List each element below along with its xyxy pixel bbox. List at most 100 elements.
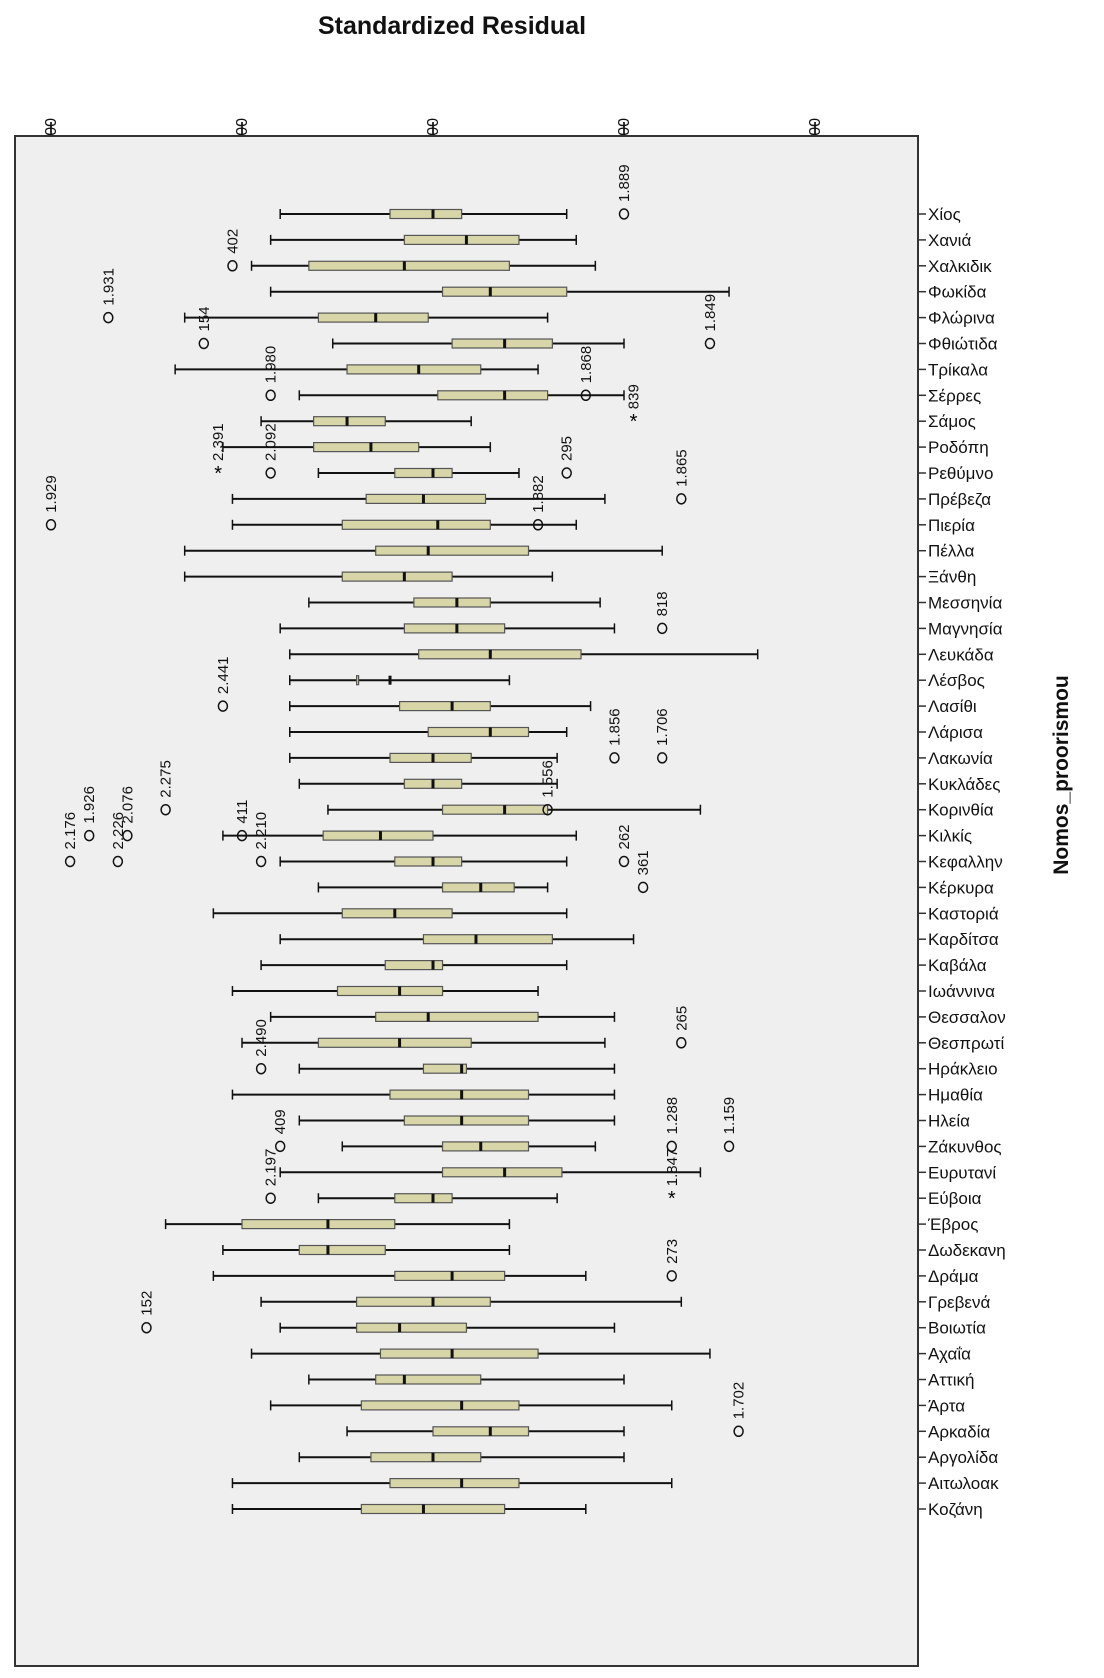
- box-31: [269, 1011, 616, 1023]
- category-label: Καστοριά: [928, 904, 999, 923]
- box-49: [231, 1477, 673, 1489]
- category-axis: Χίος Χανιά Χαλκιδικ Φωκίδα Φλώρινα Φθιώτιδα Τρ…: [918, 205, 1006, 1519]
- outlier-label: 1.702: [731, 1382, 748, 1420]
- category-label: Καβάλα: [928, 956, 987, 975]
- box-iqr: [441, 804, 549, 815]
- outlier-label: 1.849: [702, 294, 719, 332]
- box-33: [298, 1063, 616, 1074]
- category-label: Κοζάνη: [928, 1500, 983, 1519]
- box-iqr: [398, 700, 491, 712]
- category-label: Πιερία: [928, 516, 975, 535]
- outlier-circle: [64, 855, 76, 868]
- box-iqr: [389, 752, 472, 764]
- box-iqr: [441, 286, 568, 297]
- box-16: [279, 623, 616, 634]
- outlier-label: 152: [139, 1291, 156, 1316]
- outlier-circle: [666, 1140, 677, 1153]
- category-label: Ιωάννινα: [928, 982, 995, 1001]
- outlier-label: 262: [616, 824, 633, 849]
- box-iqr: [317, 312, 429, 323]
- box-iqr: [379, 1348, 539, 1359]
- outlier-circle: [198, 337, 210, 350]
- box-iqr: [422, 1063, 468, 1074]
- outlier-label: 1.882: [530, 475, 547, 513]
- box-iqr: [375, 545, 530, 556]
- outlier-label: 1.926: [81, 786, 98, 824]
- box-iqr: [418, 649, 582, 660]
- outlier-asterisk: *: [668, 1188, 676, 1210]
- outlier-point: *1.847: [664, 1149, 681, 1211]
- outlier-point: 262: [616, 824, 633, 868]
- box-47: [346, 1426, 625, 1437]
- outlier-point: 1.865: [673, 449, 690, 505]
- box-iqr: [365, 493, 487, 504]
- outlier-point: 265: [673, 1006, 690, 1049]
- box-iqr: [432, 1426, 530, 1437]
- outlier-label: 265: [673, 1006, 690, 1031]
- category-label: Αρκαδία: [928, 1422, 990, 1441]
- outlier-label: 1.556: [540, 760, 557, 798]
- outlier-circle: [704, 337, 716, 350]
- category-label: Άρτα: [928, 1396, 965, 1415]
- box-iqr: [427, 726, 530, 738]
- outlier-label: 295: [559, 436, 576, 461]
- outlier-point: 361: [635, 850, 652, 894]
- outlier-label: 411: [234, 800, 251, 824]
- outlier-point: 2.441: [215, 657, 232, 712]
- outlier-circle: [112, 855, 124, 868]
- box-14: [183, 571, 554, 582]
- box-iqr: [403, 234, 520, 245]
- outlier-label: 1.865: [673, 449, 690, 487]
- category-label: Ροδόπη: [928, 438, 989, 457]
- box-iqr: [394, 467, 453, 479]
- chart-title: Standardized Residual: [318, 12, 586, 40]
- category-label: Αιτωλοακ: [928, 1474, 999, 1493]
- outlier-circle: [580, 389, 592, 402]
- box-iqr: [360, 1400, 520, 1411]
- outlier-circle: [141, 1321, 152, 1334]
- box-iqr: [389, 208, 463, 220]
- box-20: [289, 726, 568, 738]
- outlier-point: 818: [654, 591, 671, 635]
- outlier-circle: [733, 1425, 744, 1438]
- outlier-label: 1.931: [100, 268, 117, 306]
- outlier-label: 839: [626, 384, 643, 409]
- box-iqr: [437, 390, 549, 401]
- category-label: Εύβοια: [928, 1189, 982, 1208]
- outlier-circle: [637, 881, 649, 894]
- outlier-circle: [609, 752, 620, 764]
- box-iqr: [403, 1115, 530, 1126]
- outlier-label: 409: [272, 1109, 289, 1134]
- box-iqr: [313, 416, 386, 427]
- box-45: [308, 1374, 625, 1385]
- box-iqr: [308, 260, 511, 271]
- box-iqr: [441, 1167, 563, 1178]
- box-48: [298, 1452, 625, 1463]
- outlier-circle: [227, 260, 238, 272]
- category-label: Δωδεκανη: [928, 1241, 1006, 1260]
- outlier-point: 1.702: [731, 1382, 748, 1438]
- box-iqr: [403, 623, 506, 634]
- box-iqr: [389, 1477, 520, 1489]
- outlier-label: 2.176: [62, 812, 79, 850]
- outlier-label: 154: [196, 306, 213, 331]
- box-7: [298, 390, 625, 401]
- outlier-point: 1.159: [721, 1097, 738, 1153]
- box-17: [289, 649, 759, 660]
- outlier-circle: [45, 519, 57, 531]
- outlier-point: 295: [559, 436, 576, 479]
- category-label: Δράμα: [928, 1267, 979, 1286]
- category-label: Αχαΐα: [928, 1345, 971, 1364]
- outlier-label: 1.856: [606, 708, 623, 746]
- outlier-label: 361: [635, 850, 652, 875]
- outlier-point: 1.926: [81, 786, 98, 842]
- category-label: Θεσσαλον: [928, 1008, 1006, 1027]
- outlier-asterisk: *: [630, 411, 638, 433]
- box-iqr: [394, 856, 463, 867]
- box-12: [231, 519, 577, 530]
- outlier-label: 1.929: [43, 475, 60, 513]
- category-label: Λασίθι: [928, 697, 977, 716]
- category-label: Χανιά: [928, 231, 971, 250]
- outlier-point: 1.856: [606, 708, 623, 764]
